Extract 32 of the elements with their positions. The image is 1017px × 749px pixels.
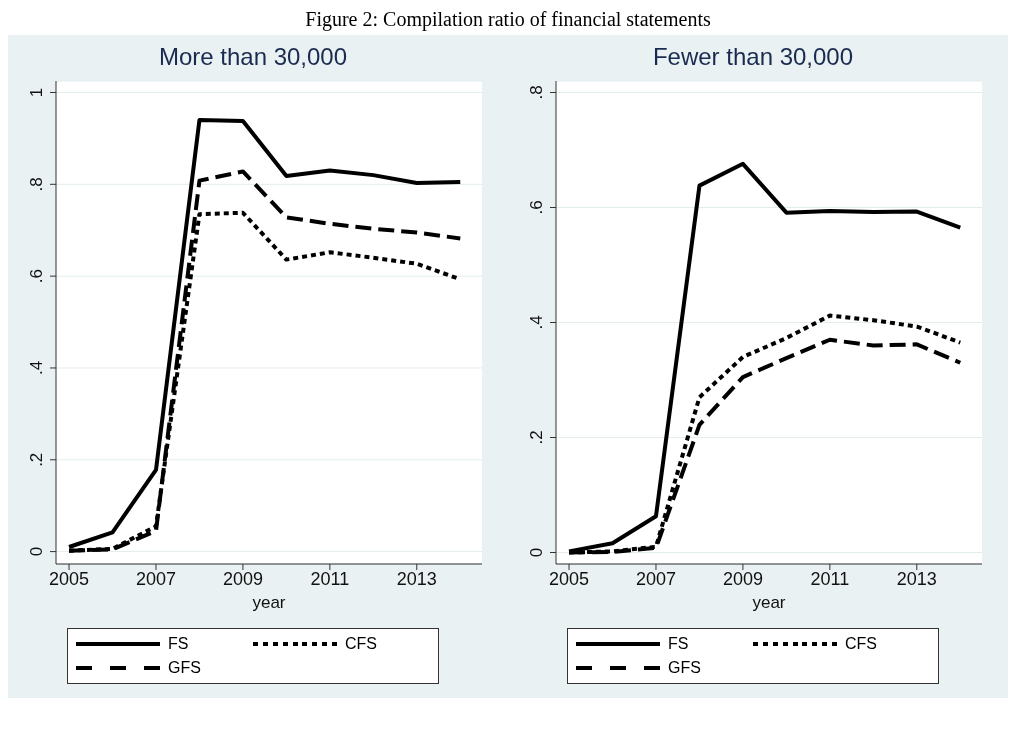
y-tick-label: .8 <box>27 177 46 192</box>
x-tick-label: 2007 <box>635 568 676 589</box>
y-tick-label: 0 <box>527 547 546 558</box>
x-axis-title: year <box>252 593 286 612</box>
x-tick-label: 2005 <box>549 568 590 589</box>
x-axis-title: year <box>752 593 786 612</box>
x-tick-label: 2009 <box>222 568 263 589</box>
legend-label: CFS <box>345 635 377 653</box>
legend-label: FS <box>668 635 689 653</box>
y-tick-label: .6 <box>27 269 46 284</box>
x-tick-label: 2005 <box>49 568 90 589</box>
y-tick-label: 1 <box>27 87 46 98</box>
caption: Figure 2: Compilation ratio of financial statements <box>304 8 712 31</box>
chart-title: Fewer than 30,000 <box>651 43 855 72</box>
x-tick-label: 2007 <box>135 568 176 589</box>
x-tick-label: 2009 <box>722 568 763 589</box>
y-tick-label: .8 <box>527 85 546 100</box>
x-tick-label: 2013 <box>896 568 937 589</box>
legend-label: CFS <box>845 635 877 653</box>
x-tick-label: 2011 <box>310 568 350 589</box>
y-tick-label: .4 <box>527 315 546 330</box>
y-tick-label: 0 <box>27 546 46 557</box>
x-tick-label: 2011 <box>810 568 850 589</box>
legend-label: GFS <box>668 659 701 677</box>
legend-label: FS <box>168 635 189 653</box>
x-tick-label: 2013 <box>396 568 437 589</box>
y-tick-label: .4 <box>27 360 46 376</box>
y-tick-label: .6 <box>527 200 546 215</box>
y-tick-label: .2 <box>527 430 546 445</box>
y-tick-label: .2 <box>27 452 46 467</box>
legend-label: GFS <box>168 659 201 677</box>
chart-title: More than 30,000 <box>157 43 349 72</box>
